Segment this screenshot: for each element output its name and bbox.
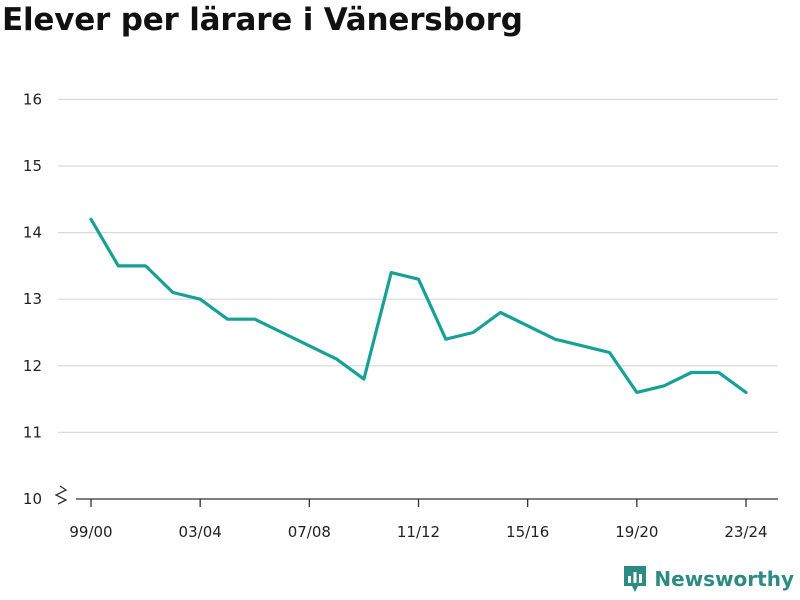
- x-tick-label: 23/24: [724, 523, 767, 541]
- data-point: [335, 357, 339, 361]
- x-tick-label: 15/16: [506, 523, 549, 541]
- data-point: [225, 317, 229, 321]
- data-point: [307, 344, 311, 348]
- data-point: [417, 277, 421, 281]
- y-tick-label: 12: [23, 357, 42, 375]
- data-point: [116, 264, 120, 268]
- data-point: [553, 337, 557, 341]
- data-point: [362, 377, 366, 381]
- x-tick-label: 03/04: [179, 523, 222, 541]
- series-group: [89, 217, 748, 394]
- y-tick-label: 15: [23, 157, 42, 175]
- y-tick-label: 10: [23, 490, 42, 508]
- data-point: [389, 271, 393, 275]
- axis-break-icon: [54, 485, 68, 505]
- data-point: [198, 297, 202, 301]
- data-point: [580, 344, 584, 348]
- x-tick-label: 11/12: [397, 523, 440, 541]
- data-point: [608, 350, 612, 354]
- data-point: [171, 291, 175, 295]
- newsworthy-logo-icon: [624, 566, 647, 592]
- data-point: [144, 264, 148, 268]
- data-point: [744, 390, 748, 394]
- gridlines: [58, 98, 778, 433]
- data-point: [444, 337, 448, 341]
- data-point: [498, 311, 502, 315]
- y-tick-label: 16: [23, 90, 42, 108]
- data-point: [253, 317, 257, 321]
- data-point: [662, 384, 666, 388]
- data-point: [89, 217, 93, 221]
- y-tick-label: 13: [23, 290, 42, 308]
- brand-name: Newsworthy: [654, 567, 794, 591]
- y-tick-label: 14: [23, 224, 42, 242]
- x-tick-label: 19/20: [615, 523, 658, 541]
- data-point: [526, 324, 530, 328]
- x-tick-label: 07/08: [288, 523, 331, 541]
- x-tick-label: 99/00: [69, 523, 112, 541]
- data-point: [280, 331, 284, 335]
- axis-break-zigzag: [54, 485, 68, 505]
- y-tick-label: 11: [23, 423, 42, 441]
- data-point: [689, 370, 693, 374]
- data-point: [717, 370, 721, 374]
- y-axis-ticks: 10 11 12 13 14 15 16: [23, 90, 42, 508]
- series-line: [89, 217, 748, 394]
- data-point: [471, 331, 475, 335]
- data-point: [635, 390, 639, 394]
- x-axis: 99/00 03/04 07/08 11/12 15/16 19/20 23/24: [69, 498, 778, 541]
- brand-logo[interactable]: Newsworthy: [622, 564, 794, 594]
- chart-title: Elever per lärare i Vänersborg: [2, 2, 523, 38]
